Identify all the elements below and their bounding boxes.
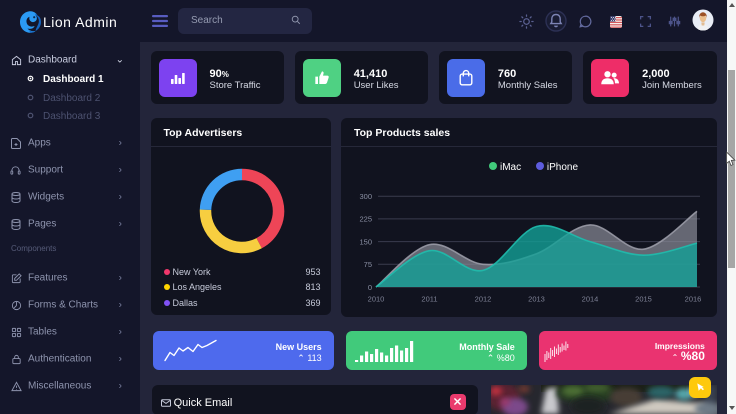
svg-text:75: 75 <box>364 260 372 269</box>
svg-text:2014: 2014 <box>582 295 599 304</box>
svg-text:2011: 2011 <box>421 295 437 304</box>
svg-text:2012: 2012 <box>475 295 492 304</box>
svg-text:0: 0 <box>368 283 372 292</box>
svg-text:300: 300 <box>359 192 372 201</box>
svg-text:2016: 2016 <box>685 295 702 304</box>
svg-text:2010: 2010 <box>368 295 385 304</box>
svg-text:225: 225 <box>359 215 372 224</box>
svg-text:150: 150 <box>359 237 372 246</box>
svg-text:2013: 2013 <box>528 295 545 304</box>
svg-text:2015: 2015 <box>635 295 652 304</box>
